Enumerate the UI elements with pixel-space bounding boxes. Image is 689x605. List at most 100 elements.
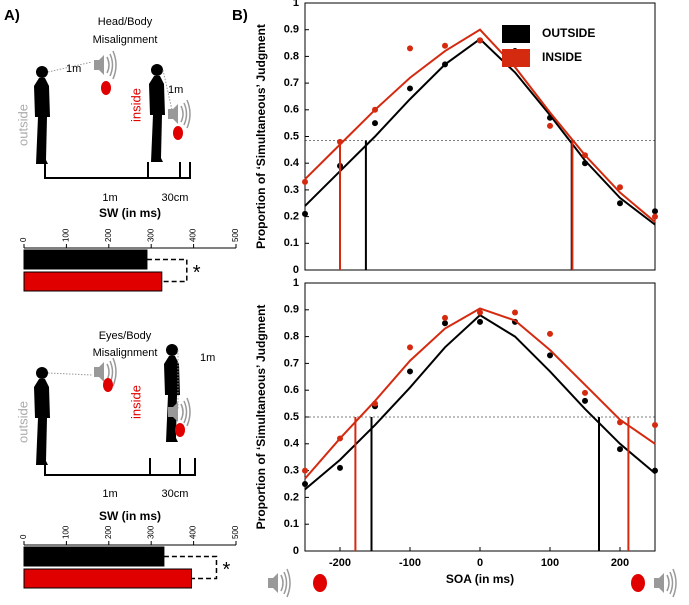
- x-tick-label: 0: [477, 557, 483, 569]
- data-point: [582, 397, 588, 404]
- light-icon: [101, 81, 111, 95]
- data-point: [582, 389, 588, 396]
- fit-curve: [304, 28, 656, 223]
- x-tick-label: 500: [231, 525, 240, 539]
- distance-line: [47, 61, 93, 73]
- x-tick-label: 200: [611, 557, 629, 569]
- speaker-icon: [93, 50, 117, 80]
- y-tick-label: 1: [293, 0, 299, 9]
- bar: [23, 271, 163, 292]
- data-point: [442, 320, 448, 327]
- bar: [23, 249, 148, 270]
- condition-label: inside: [128, 88, 143, 122]
- data-point: [372, 400, 378, 407]
- y-tick-label: 0.1: [284, 518, 299, 530]
- data-point: [617, 419, 623, 426]
- significance-bracket: [163, 555, 218, 580]
- data-point: [302, 210, 308, 217]
- data-point: [372, 106, 378, 113]
- y-tick-label: 0.2: [284, 491, 299, 503]
- light-icon: [173, 126, 183, 140]
- data-point: [652, 467, 658, 474]
- data-point: [337, 138, 343, 145]
- width-label: 30cm: [162, 488, 189, 500]
- data-point: [407, 85, 413, 92]
- x-tick-label: -100: [399, 557, 421, 569]
- chart-title: SW (in ms): [99, 206, 161, 220]
- data-point: [547, 114, 553, 121]
- data-point: [582, 152, 588, 159]
- x-tick-label: 500: [231, 228, 240, 242]
- person-icon: [34, 66, 50, 164]
- y-tick-label: 0.9: [284, 24, 299, 36]
- data-point: [302, 467, 308, 474]
- y-tick-label: 0: [293, 545, 299, 557]
- width-label: 1m: [102, 192, 117, 204]
- y-axis-label: Proportion of ‘Simultaneous’ Judgment: [254, 24, 268, 249]
- y-axis-label: Proportion of ‘Simultaneous’ Judgment: [254, 305, 268, 530]
- speaker-icon: [653, 568, 677, 598]
- y-tick-label: 0.6: [284, 384, 299, 396]
- y-tick-label: 0.9: [284, 304, 299, 316]
- data-point: [337, 464, 343, 471]
- x-tick-label: 200: [104, 525, 113, 539]
- y-tick-label: 0.2: [284, 211, 299, 223]
- data-point: [442, 314, 448, 321]
- legend-swatch: [502, 25, 530, 43]
- y-tick-label: 0.1: [284, 237, 299, 249]
- data-point: [477, 37, 483, 44]
- data-point: [442, 42, 448, 49]
- x-axis-label: SOA (in ms): [446, 572, 514, 586]
- light-icon: [631, 574, 645, 592]
- data-point: [442, 61, 448, 68]
- panel-label: A): [4, 7, 20, 24]
- light-icon: [175, 423, 185, 437]
- data-point: [617, 200, 623, 207]
- data-point: [407, 368, 413, 375]
- speaker-icon: [167, 99, 191, 129]
- x-tick-label: 400: [189, 525, 198, 539]
- condition-label: outside: [15, 401, 30, 443]
- person-icon: [149, 64, 165, 162]
- width-label: 1m: [102, 488, 117, 500]
- fit-curve: [304, 307, 656, 480]
- data-point: [407, 45, 413, 52]
- bracket: [44, 162, 181, 179]
- distance-line: [47, 372, 93, 376]
- significance-label: *: [222, 559, 230, 581]
- data-point: [547, 330, 553, 337]
- bracket: [44, 458, 181, 476]
- x-tick-label: 300: [146, 525, 155, 539]
- diagram-title: Head/Body: [98, 16, 153, 28]
- data-point: [372, 120, 378, 127]
- x-tick-label: 100: [541, 557, 559, 569]
- significance-bracket: [146, 258, 188, 283]
- speaker-icon: [267, 568, 291, 598]
- light-icon: [313, 574, 327, 592]
- width-label: 30cm: [162, 192, 189, 204]
- y-tick-label: 0: [293, 264, 299, 276]
- data-point: [582, 160, 588, 167]
- data-point: [652, 213, 658, 220]
- data-point: [337, 435, 343, 442]
- data-point: [547, 352, 553, 359]
- x-tick-label: 100: [62, 228, 71, 242]
- x-tick-label: 0: [19, 237, 28, 242]
- data-point: [512, 309, 518, 316]
- bar: [23, 546, 165, 567]
- data-point: [477, 318, 483, 325]
- diagram-title: Misalignment: [93, 34, 158, 46]
- x-tick-label: 0: [19, 534, 28, 539]
- fit-curve: [304, 37, 656, 226]
- distance-label: 1m: [168, 84, 183, 96]
- chart-title: SW (in ms): [99, 509, 161, 523]
- y-tick-label: 0.8: [284, 331, 299, 343]
- light-icon: [103, 378, 113, 392]
- x-tick-label: 200: [104, 228, 113, 242]
- y-tick-label: 0.3: [284, 465, 299, 477]
- data-point: [407, 344, 413, 351]
- y-tick-label: 0.4: [284, 157, 300, 169]
- legend-label: OUTSIDE: [542, 26, 595, 40]
- data-point: [302, 178, 308, 185]
